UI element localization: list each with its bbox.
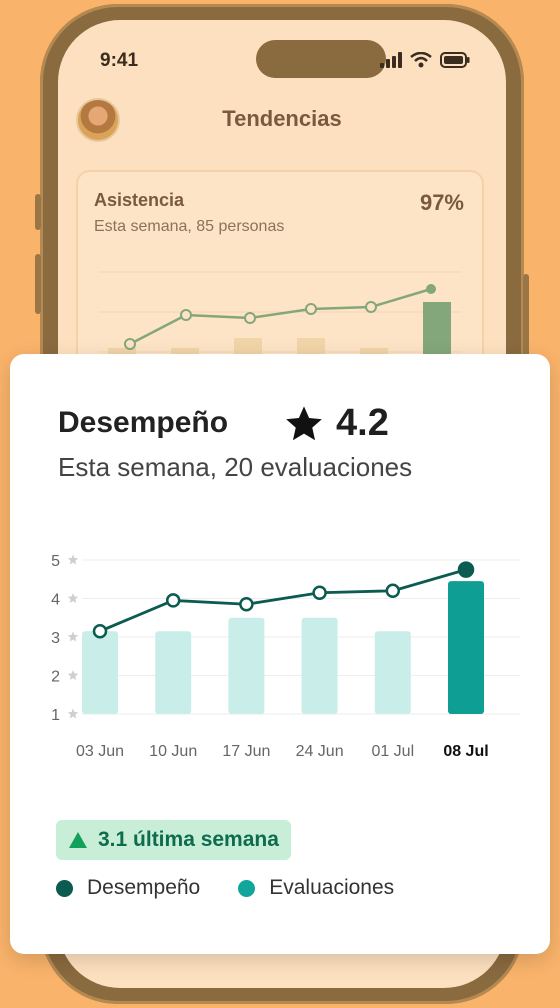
performance-chart: 1 2 3 4 5 03 Jun 10 Jun 17 Jun 24 Jun 01 Jul 08 Ju… [51, 553, 520, 760]
attendance-percent: 97% [419, 190, 464, 215]
battery-icon [440, 52, 470, 68]
line-point [385, 583, 401, 599]
legend-item-evaluaciones: Evaluaciones [238, 876, 394, 900]
attendance-title: Asistencia [94, 190, 185, 210]
legend-dot-desempeno [56, 879, 73, 897]
x-tick-label: 17 Jun [222, 743, 270, 760]
signal-icon [380, 52, 402, 68]
y-tick-label: 2 [51, 669, 60, 686]
chart-legend: Desempeño Evaluaciones [56, 876, 394, 900]
x-tick-label: 24 Jun [296, 743, 344, 760]
triangle-up-icon [69, 832, 87, 848]
legend-label: Evaluaciones [269, 876, 395, 899]
bar [82, 631, 118, 714]
x-tick-label: 01 Jul [371, 743, 414, 760]
line-point [312, 585, 327, 600]
phone-silent-switch [35, 194, 41, 230]
status-bar: 9:41 [100, 40, 470, 78]
trend-text: 3.1 última semana [98, 828, 279, 851]
legend-label: Desempeño [87, 876, 201, 899]
avatar[interactable] [76, 98, 120, 142]
star-icon [286, 405, 322, 440]
y-tick-star-icon [67, 631, 79, 642]
y-tick-star-icon [67, 554, 79, 565]
y-tick-star-icon [67, 670, 79, 680]
y-tick-label: 1 [51, 707, 60, 724]
y-tick-label: 4 [51, 592, 60, 609]
dynamic-island [256, 40, 386, 78]
phone-volume-up [35, 254, 41, 314]
rating: 4.2 [284, 402, 389, 445]
bar [448, 581, 484, 714]
bar [374, 631, 411, 714]
x-tick-label: 10 Jun [149, 743, 197, 760]
line-series [99, 568, 467, 633]
attendance-subtitle: Esta semana, 85 personas [94, 218, 285, 235]
y-tick-label: 5 [51, 553, 60, 570]
line-point [92, 623, 108, 639]
legend-dot-evaluaciones [238, 879, 256, 897]
phone-power-button [523, 274, 529, 364]
performance-card[interactable]: Desempeño 4.2 Esta semana, 20 evaluacion… [10, 354, 550, 954]
bar [228, 617, 265, 714]
app-header: Tendencias [58, 98, 506, 144]
line-point [239, 597, 254, 612]
performance-subtitle: Esta semana, 20 evaluaciones [58, 452, 413, 482]
line-point [165, 593, 181, 608]
status-time: 9:41 [100, 50, 139, 71]
bar [301, 617, 338, 714]
rating-value: 4.2 [336, 402, 389, 444]
x-tick-label: 08 Jul [443, 743, 488, 760]
y-tick-star-icon [67, 708, 79, 719]
trend-badge: 3.1 última semana [56, 820, 291, 860]
page-title: Tendencias [222, 106, 342, 131]
y-tick-label: 3 [51, 630, 60, 647]
wifi-icon [410, 52, 432, 68]
y-tick-star-icon [67, 593, 79, 603]
legend-item-desempeno: Desempeño [56, 876, 200, 900]
performance-title: Desempeño [58, 406, 229, 439]
bar [155, 631, 192, 714]
x-tick-label: 03 Jun [76, 743, 124, 760]
line-point [457, 561, 475, 578]
